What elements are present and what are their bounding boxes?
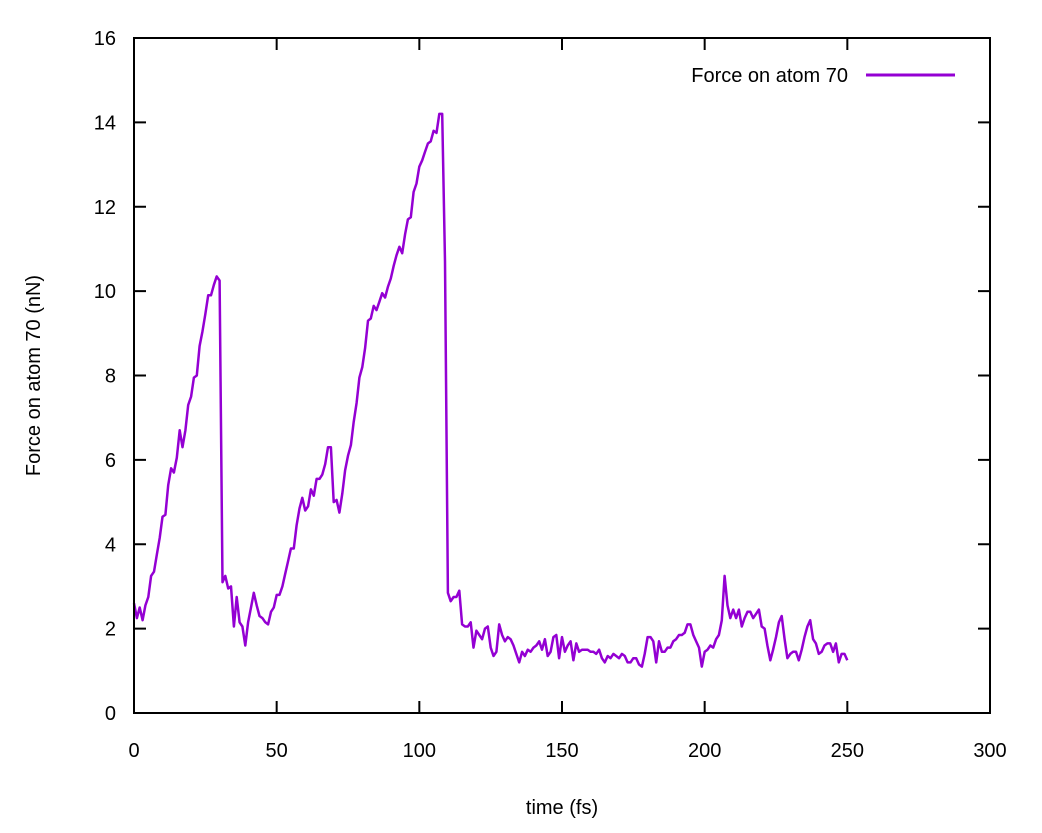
series-layer [132, 112, 849, 668]
x-tick-label: 300 [973, 740, 1006, 762]
y-tick-label: 10 [94, 281, 116, 303]
series-line [132, 112, 849, 668]
x-axis-title: time (fs) [526, 797, 598, 819]
y-tick-label: 14 [94, 112, 116, 134]
x-tick-label: 0 [128, 740, 139, 762]
x-tick-label: 50 [266, 740, 288, 762]
x-tick-label: 250 [831, 740, 864, 762]
y-tick-label: 16 [94, 28, 116, 50]
y-tick-label: 0 [105, 703, 116, 725]
y-tick-label: 4 [105, 534, 116, 556]
y-tick-labels: 0 2 4 6 8 10 12 14 16 [94, 28, 116, 725]
x-tick-labels: 0 50 100 150 200 250 300 [128, 740, 1006, 762]
plot-frame [133, 37, 991, 714]
x-tick-label: 100 [403, 740, 436, 762]
legend: Force on atom 70 [691, 65, 955, 87]
axis-ticks [133, 37, 991, 714]
x-tick-label: 150 [545, 740, 578, 762]
y-tick-label: 12 [94, 197, 116, 219]
y-axis-title: Force on atom 70 (nN) [23, 275, 45, 476]
y-tick-label: 8 [105, 366, 116, 388]
legend-label: Force on atom 70 [691, 65, 848, 87]
x-tick-label: 200 [688, 740, 721, 762]
y-tick-label: 2 [105, 619, 116, 641]
y-tick-label: 6 [105, 450, 116, 472]
